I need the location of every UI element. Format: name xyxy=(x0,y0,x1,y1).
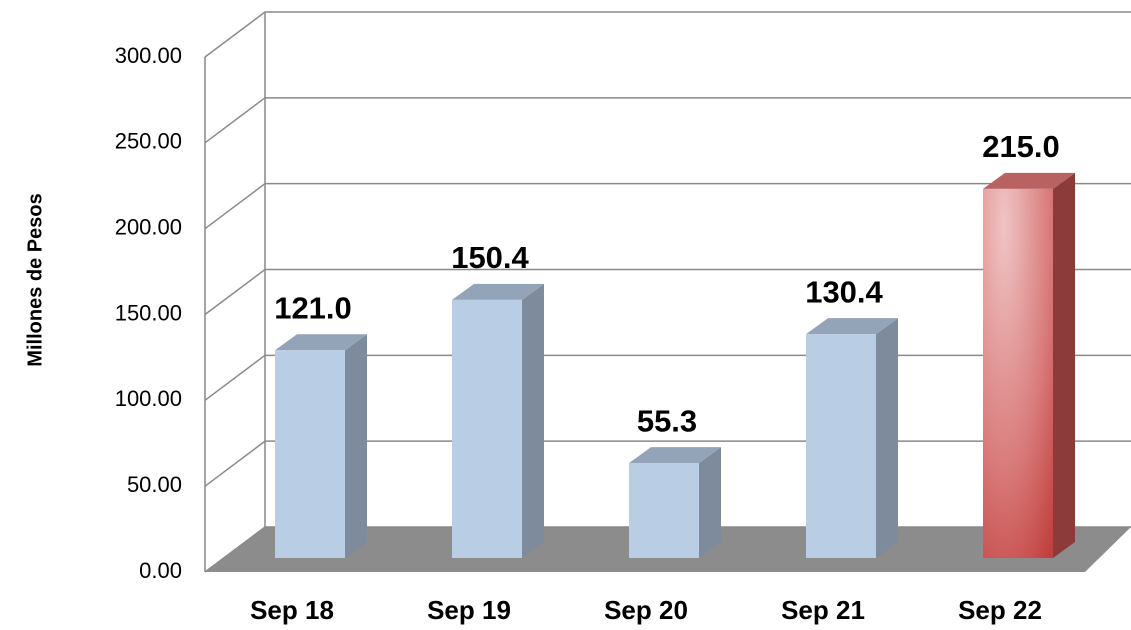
y-tick-label: 250.00 xyxy=(115,129,182,154)
bar xyxy=(452,299,522,558)
x-tick-label: Sep 21 xyxy=(781,595,865,625)
x-tick-label: Sep 22 xyxy=(958,595,1042,625)
x-tick-label: Sep 19 xyxy=(427,595,511,625)
bar xyxy=(806,334,876,558)
y-tick-label: 150.00 xyxy=(115,300,182,325)
y-tick-label: 0.00 xyxy=(139,558,182,583)
bar-top xyxy=(806,318,898,335)
y-axis-label: Millones de Pesos xyxy=(24,193,46,366)
bar xyxy=(275,350,345,558)
bar xyxy=(983,188,1053,558)
bar-side xyxy=(522,283,544,558)
bar-top xyxy=(629,447,721,464)
grid-line xyxy=(204,182,1131,230)
y-tick-label: 300.00 xyxy=(115,43,182,68)
grid-line xyxy=(204,97,1131,144)
x-tick-label: Sep 20 xyxy=(604,595,688,625)
grid-line xyxy=(204,11,1131,58)
bar-side xyxy=(345,334,367,558)
value-label: 121.0 xyxy=(274,290,352,325)
value-label: 55.3 xyxy=(637,403,697,438)
bar-side xyxy=(1053,172,1075,558)
x-tick-label: Sep 18 xyxy=(250,595,334,625)
bar-top xyxy=(452,283,544,300)
value-label: 150.4 xyxy=(451,240,529,275)
value-label: 215.0 xyxy=(982,129,1060,164)
bar xyxy=(629,463,699,558)
y-tick-label: 100.00 xyxy=(115,386,182,411)
bar-side xyxy=(699,447,721,558)
bar-top xyxy=(275,334,367,351)
bar-top xyxy=(983,172,1075,189)
grid-line xyxy=(204,268,1131,316)
y-tick-label: 200.00 xyxy=(115,214,182,239)
bar-side xyxy=(876,318,898,558)
y-tick-label: 50.00 xyxy=(127,472,182,497)
value-label: 130.4 xyxy=(805,274,883,309)
